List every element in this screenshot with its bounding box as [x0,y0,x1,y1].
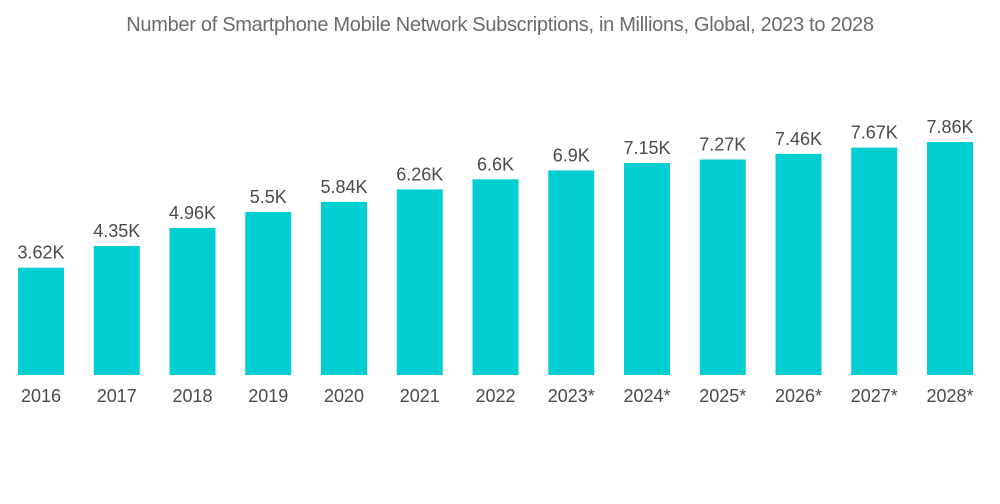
bar-2022 [472,179,519,375]
x-tick-label: 2019 [248,386,288,406]
x-tick-label: 2018 [172,386,212,406]
data-label: 7.67K [851,123,898,143]
data-label: 7.86K [926,117,973,137]
bar-2024 [624,163,670,375]
x-tick-label: 2025* [699,386,746,406]
data-label: 4.96K [169,203,216,223]
x-tick-label: 2021 [400,386,440,406]
bar-2021 [396,189,443,375]
bar-2023 [548,170,595,375]
bar-2026 [775,153,822,375]
data-label: 4.35K [93,221,140,241]
data-label: 7.27K [699,134,746,154]
x-tick-label: 2017 [97,386,137,406]
x-tick-label: 2026* [775,386,822,406]
x-tick-label: 2028* [926,386,973,406]
bar-2028 [927,142,973,375]
chart-title: Number of Smartphone Mobile Network Subs… [126,14,874,36]
x-tick-label: 2016 [21,386,61,406]
x-tick-label: 2023* [548,386,595,406]
data-label: 7.46K [775,129,822,149]
data-label: 6.26K [396,164,443,184]
bar-2027 [851,147,898,375]
bar-2018 [169,227,216,375]
x-tick-label: 2022 [475,386,515,406]
bar-2020 [321,201,367,375]
data-label: 5.5K [250,187,287,207]
x-tick-label: 2020 [324,386,364,406]
data-label: 5.84K [320,177,367,197]
data-label: 6.9K [553,145,590,165]
bar-2017 [93,246,140,375]
x-tick-label: 2024* [623,386,670,406]
bar-2025 [699,159,746,375]
bar-2016 [18,267,64,375]
data-label: 3.62K [17,243,64,263]
bar-2019 [245,211,292,375]
x-tick-label: 2027* [851,386,898,406]
data-label: 7.15K [623,138,670,158]
data-label: 6.6K [477,154,514,174]
